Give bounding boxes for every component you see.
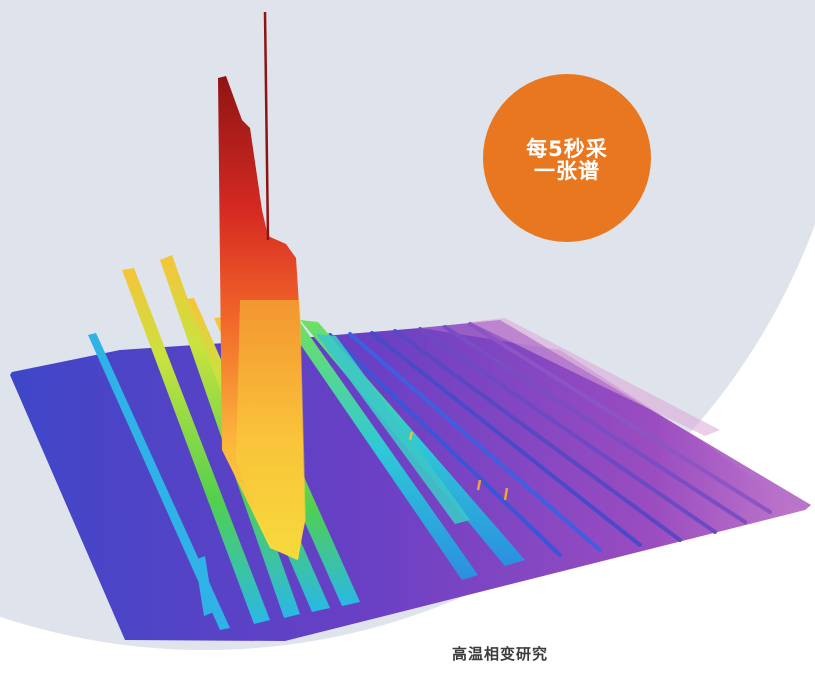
main-spectral-peak: [218, 11, 306, 560]
image-caption: 高温相变研究: [452, 645, 549, 663]
far-spectral-ridges: [328, 322, 772, 557]
sampling-rate-badge: 每5秒采 一张谱: [483, 74, 651, 242]
minor-peaks: [408, 431, 509, 501]
badge-line-2: 一张谱: [534, 159, 600, 183]
badge-line-1: 每5秒采: [526, 137, 608, 161]
